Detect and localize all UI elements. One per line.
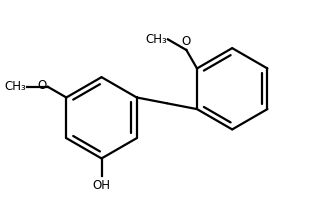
Text: O: O (38, 79, 47, 92)
Text: O: O (182, 35, 191, 48)
Text: CH₃: CH₃ (145, 33, 167, 46)
Text: OH: OH (92, 179, 110, 192)
Text: CH₃: CH₃ (4, 80, 26, 93)
